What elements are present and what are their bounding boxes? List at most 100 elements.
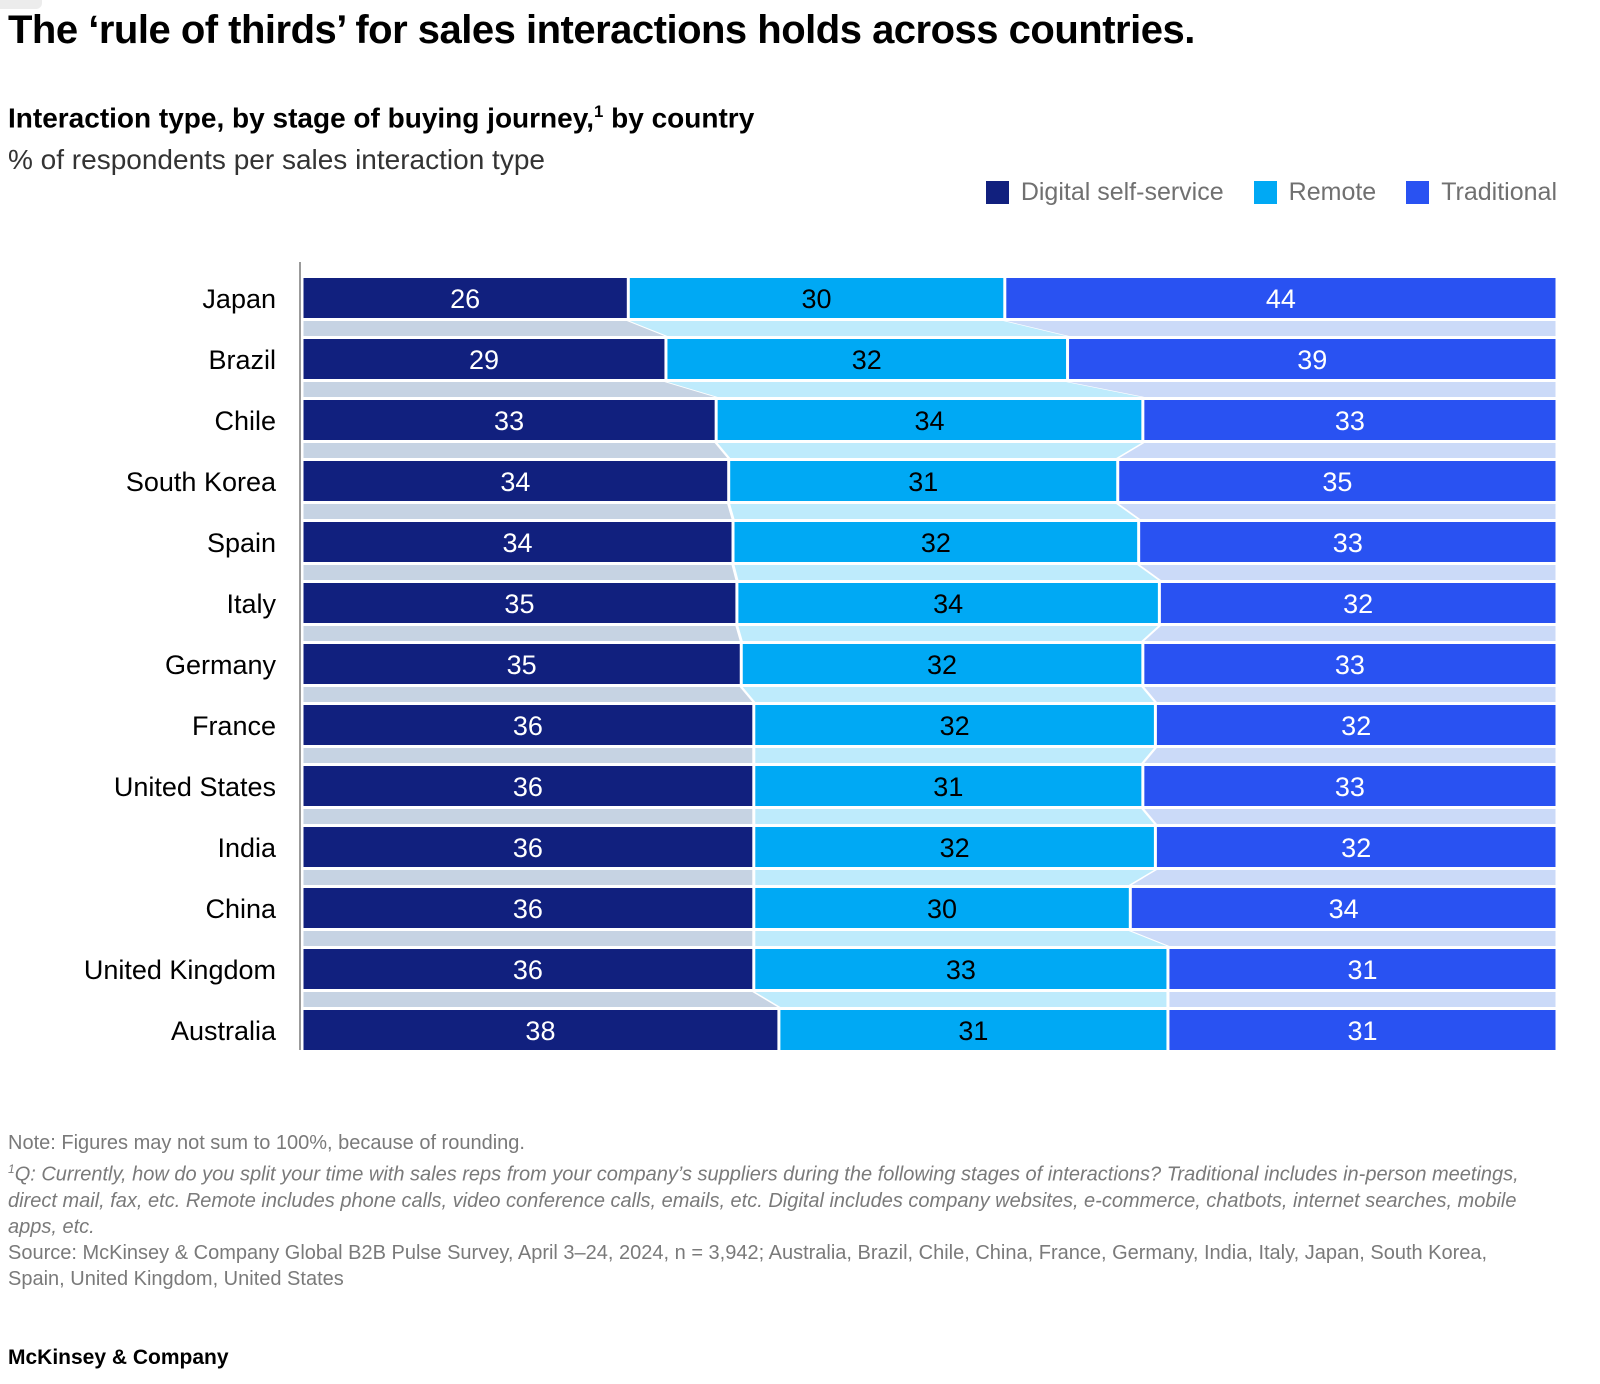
connector-band (1144, 809, 1556, 824)
category-label: Japan (202, 284, 276, 314)
value-label: 33 (1335, 406, 1365, 436)
bar-segment (1156, 827, 1556, 867)
value-label: 31 (908, 467, 938, 497)
subtitle-text: Interaction type, by stage of buying jou… (8, 102, 595, 134)
bar-segment (780, 1010, 1167, 1050)
chart: 26 30 44 Japan 29 32 39 Brazil 33 34 33 Chile 34 31 35… (0, 260, 1600, 1052)
value-label: 34 (1329, 894, 1359, 924)
connector-band (755, 748, 1154, 763)
connector-band (303, 626, 740, 641)
value-label: 38 (525, 1016, 555, 1046)
bar-segment (755, 766, 1142, 806)
category-label: Chile (214, 406, 276, 436)
connector-band (303, 443, 728, 458)
bar-segment (755, 949, 1167, 989)
legend-label: Remote (1288, 178, 1377, 206)
category-label: France (192, 711, 276, 741)
footnote-q-text: Currently, how do you split your time wi… (8, 1163, 1519, 1238)
mckinsey-logo: McKinsey & Company (8, 1346, 229, 1369)
connector-band (629, 321, 1067, 336)
connector-band (1131, 870, 1556, 885)
value-label: 33 (1333, 528, 1363, 558)
bar-segment (303, 644, 740, 684)
connector-band (755, 870, 1154, 885)
connector-band (303, 382, 715, 397)
value-label: 44 (1266, 284, 1296, 314)
category-label: United Kingdom (84, 955, 276, 985)
legend-label: Digital self-service (1020, 178, 1224, 206)
bar-segment (1144, 400, 1556, 440)
connector-band (1006, 321, 1556, 336)
value-label: 32 (940, 711, 970, 741)
value-label: 36 (513, 955, 543, 985)
connector-band (742, 687, 1154, 702)
bar-segment (303, 827, 753, 867)
value-label: 34 (502, 528, 532, 558)
bar-segment (1006, 278, 1556, 318)
category-label: India (217, 833, 277, 863)
bar-segment (1169, 1010, 1556, 1050)
value-label: 36 (513, 711, 543, 741)
value-label: 32 (1343, 589, 1373, 619)
connector-band (667, 382, 1142, 397)
value-label: 33 (1335, 650, 1365, 680)
legend-item: Digital self-service (985, 178, 1224, 207)
footnote-marker: 1 (8, 1162, 15, 1176)
category-label: Australia (171, 1016, 277, 1046)
traditional-swatch (1406, 181, 1430, 204)
bar-segment (1156, 705, 1556, 745)
bar-segment (303, 583, 736, 623)
connector-band (1144, 687, 1556, 702)
legend-item: Remote (1253, 178, 1377, 207)
source-line: Source: McKinsey & Company Global B2B Pu… (8, 1240, 1548, 1292)
bar-segment (1160, 583, 1556, 623)
connector-band (1140, 565, 1556, 580)
value-label: 33 (1335, 772, 1365, 802)
footnote-reference: 1 (594, 102, 604, 121)
value-label: 34 (500, 467, 530, 497)
connector-band (1144, 626, 1556, 641)
value-label: 36 (513, 894, 543, 924)
value-label: 31 (933, 772, 963, 802)
connector-band (303, 870, 753, 885)
value-label: 31 (958, 1016, 988, 1046)
connector-band (303, 992, 778, 1007)
note-line: Note: Figures may not sum to 100%, becau… (8, 1130, 1548, 1156)
bar-segment (303, 766, 753, 806)
value-label: 35 (1322, 467, 1352, 497)
bar-segment (303, 461, 728, 501)
bar-segment (303, 400, 715, 440)
bar-segment (303, 888, 753, 928)
bar-segment (755, 827, 1154, 867)
value-label: 32 (852, 345, 882, 375)
connector-band (1131, 931, 1556, 946)
connector-band (1169, 992, 1556, 1007)
screenshot-artifact (0, 0, 42, 9)
value-label: 30 (802, 284, 832, 314)
source-text: Source: McKinsey & Company Global B2B Pu… (8, 1241, 1488, 1290)
remote-swatch (1253, 181, 1277, 204)
value-label: 32 (1341, 833, 1371, 863)
bar-segment (1119, 461, 1556, 501)
value-label: 33 (494, 406, 524, 436)
value-label: 35 (504, 589, 534, 619)
digital-self-service-swatch (985, 181, 1009, 204)
note-text: Note: Figures may not sum to 100%, becau… (8, 1132, 525, 1154)
connector-band (738, 626, 1158, 641)
bar-segment (303, 949, 753, 989)
connector-band (303, 565, 736, 580)
value-label: 32 (927, 650, 957, 680)
connector-band (303, 504, 732, 519)
bar-segment (1131, 888, 1556, 928)
connector-band (730, 504, 1138, 519)
legend-label: Traditional (1441, 178, 1557, 206)
legend: Digital self-service Remote Traditional (985, 178, 1557, 207)
subtitle-tail: by country (603, 102, 755, 134)
footnotes: Note: Figures may not sum to 100%, becau… (8, 1130, 1548, 1292)
connector-band (1144, 748, 1556, 763)
category-label: South Korea (126, 467, 277, 497)
value-label: 34 (933, 589, 963, 619)
bar-segment (303, 339, 665, 379)
bar-segment (755, 705, 1154, 745)
